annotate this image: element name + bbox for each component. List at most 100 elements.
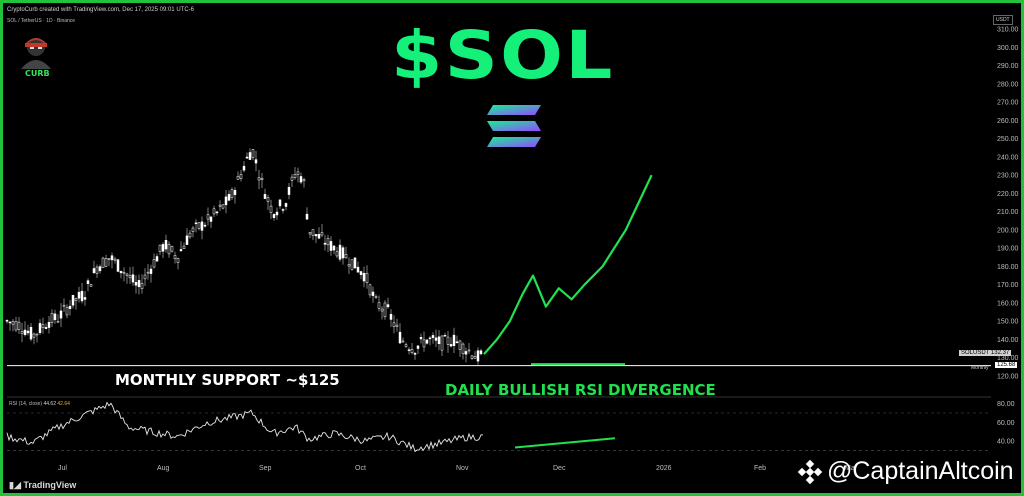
candle-body (278, 199, 282, 207)
x-tick-label: Aug (157, 465, 170, 472)
candle-body (200, 221, 204, 231)
candle-body (455, 341, 459, 344)
price-tick: 270.00 (997, 100, 1019, 107)
candle-body (146, 271, 150, 274)
candle-body (461, 343, 465, 355)
candle-body (260, 178, 264, 180)
candle-body (188, 232, 192, 238)
candle-body (371, 291, 375, 296)
candle-body (299, 176, 303, 183)
tradingview-logo: ▮◢ TradingView (9, 480, 76, 491)
price-tick: 120.00 (997, 374, 1019, 381)
candle-body (77, 291, 81, 299)
candle-body (302, 179, 306, 182)
price-tick: 310.00 (997, 27, 1019, 34)
candle-body (23, 329, 27, 335)
price-chart[interactable]: 310.00 300.00 290.00 280.00 270.00 260.00 250.… (3, 3, 1021, 493)
candle-body (275, 211, 279, 216)
candle-body (305, 213, 309, 220)
price-tick: 190.00 (997, 246, 1019, 253)
candle-body (269, 205, 273, 213)
candle-body (245, 156, 249, 159)
candle-body (14, 321, 18, 331)
candle-body (338, 244, 342, 260)
rsi-tick: 40.00 (997, 439, 1015, 446)
candle-body (5, 320, 9, 322)
candle-body (410, 349, 414, 353)
candle-body (122, 271, 126, 274)
candle-body (287, 186, 291, 195)
x-tick-label: Feb (754, 465, 766, 472)
candle-body (11, 321, 15, 325)
candle-body (140, 282, 144, 289)
candle-body (341, 247, 345, 259)
candle-body (431, 335, 435, 338)
candle-body (458, 340, 462, 350)
solana-logo-icon (487, 105, 541, 147)
x-tick-label: 2026 (656, 465, 672, 472)
candle-body (281, 209, 285, 211)
rsi-divergence-line (514, 437, 616, 449)
candle-body (272, 214, 276, 218)
candle-body (161, 244, 165, 252)
candle-body (464, 351, 468, 355)
candle-body (407, 349, 411, 351)
candle-body (203, 224, 207, 227)
rsi-legend-value1: 44.62 (43, 401, 56, 407)
candle-body (419, 337, 423, 340)
candle-body (101, 257, 105, 268)
candle-body (377, 302, 381, 309)
candle-body (158, 244, 162, 252)
price-tick: 140.00 (997, 337, 1019, 344)
candle-body (212, 208, 216, 215)
tradingview-icon: ▮◢ (9, 480, 24, 490)
candle-body (176, 257, 180, 263)
price-tick: 240.00 (997, 154, 1019, 161)
avatar-icon (21, 38, 51, 69)
x-tick-label: Oct (355, 465, 366, 472)
candle-body (473, 356, 477, 359)
candle-body (476, 350, 480, 362)
candle-body (20, 331, 24, 334)
unit-badge[interactable]: USDT (993, 15, 1013, 25)
candle-body (197, 222, 201, 229)
candle-body (242, 165, 246, 171)
candle-body (89, 284, 93, 287)
candle-body (389, 313, 393, 320)
candle-body (239, 173, 243, 179)
price-tick: 160.00 (997, 300, 1019, 307)
candle-body (248, 152, 252, 160)
price-tick: 200.00 (997, 227, 1019, 234)
candle-body (365, 273, 369, 283)
support-price-tag: 125.68 (995, 362, 1018, 368)
candle-body (83, 297, 87, 300)
candle-body (41, 324, 45, 328)
x-tick-label: Dec (553, 465, 566, 472)
candle-body (194, 222, 198, 225)
candle-body (449, 344, 453, 347)
price-tick: 280.00 (997, 81, 1019, 88)
candle-body (434, 337, 438, 341)
candle-body (329, 241, 333, 251)
candle-body (209, 216, 213, 222)
candle-body (404, 344, 408, 347)
candle-body (383, 302, 387, 318)
monthly-tag: Monthly (971, 365, 989, 371)
candle-body (236, 176, 240, 180)
candle-body (344, 254, 348, 259)
candle-body (233, 190, 237, 195)
candle-body (323, 242, 327, 245)
symbol-text: SOL / TetherUS · 1D · Binance (7, 18, 76, 24)
candle-body (230, 189, 234, 198)
candle-body (62, 304, 66, 307)
candle-body (353, 257, 357, 269)
candle-body (50, 312, 54, 323)
candle-body (446, 336, 450, 345)
candle-body (326, 237, 330, 246)
candle-body (386, 304, 390, 308)
tradingview-label: TradingView (23, 480, 77, 490)
candle-body (380, 308, 384, 312)
candle-body (191, 227, 195, 232)
candle-body (137, 280, 141, 288)
candle-body (263, 194, 267, 199)
